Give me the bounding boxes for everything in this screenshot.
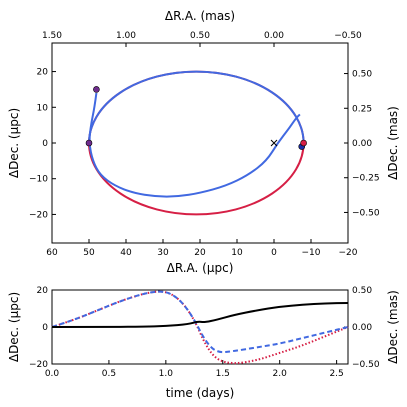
- top-x-tick-label: 0: [271, 248, 277, 258]
- top-y-tick-label: 20: [37, 68, 49, 78]
- top-x-tick-label: −10: [302, 248, 321, 258]
- bottom-curves: [51, 290, 349, 365]
- bottom-x-tick-label: 1.0: [159, 369, 174, 379]
- center-cross-marker: [270, 139, 278, 147]
- top-y2-tick-label: −0.50: [352, 208, 380, 218]
- top-x-tick-label: 50: [83, 248, 95, 258]
- top-x2-tick-label: 0.50: [190, 31, 210, 41]
- bottom-x-tick-label: 0.5: [102, 369, 116, 379]
- top-x-tick-label: 40: [120, 248, 132, 258]
- top-x2-tick-label: 0.00: [264, 31, 284, 41]
- top-x-label: ΔR.A. (μpc): [167, 261, 234, 275]
- top-y2-tick-label: 0.25: [352, 104, 372, 114]
- top-x-tick-label: 30: [157, 248, 169, 258]
- bottom-y-tick-label: 0: [42, 323, 48, 333]
- top-y2-tick-label: 0.00: [352, 139, 372, 149]
- top-y2-tick-label: −0.25: [352, 174, 380, 184]
- top-y-tick-label: 10: [37, 103, 49, 113]
- bottom-x-tick-label: 2.0: [273, 369, 288, 379]
- top-x-tick-label: 60: [46, 248, 58, 258]
- bottom-ticks: 0.0 0.5 1.0 1.5 2.0 2.5 20 0 −20 0.50 0.00 −0.50: [29, 286, 380, 379]
- top-x2-tick-label: 1.50: [42, 31, 62, 41]
- bottom-series-solid: [51, 301, 349, 328]
- top-curves: [88, 70, 305, 216]
- bottom-x-tick-label: 1.5: [216, 369, 230, 379]
- top-y-tick-label: −10: [29, 175, 48, 185]
- top-y2-label: ΔDec. (mas): [386, 106, 400, 180]
- bottom-y-label: ΔDec. (μpc): [7, 292, 21, 362]
- top-y-label: ΔDec. (μpc): [7, 108, 21, 178]
- top-spiral-blue: [88, 92, 301, 198]
- bottom-x-label: time (days): [166, 386, 235, 400]
- top-marker-red: [300, 139, 307, 147]
- bottom-y2-tick-label: −0.50: [352, 360, 380, 370]
- bottom-y2-tick-label: 0.50: [352, 286, 372, 296]
- top-y-tick-label: 0: [42, 139, 48, 149]
- top-markers: [85, 86, 307, 150]
- top-x-tick-label: 20: [194, 248, 206, 258]
- bottom-y2-label: ΔDec. (mas): [386, 290, 400, 364]
- top-x-tick-label: 10: [231, 248, 243, 258]
- top-x-tick-label: −20: [339, 248, 358, 258]
- bottom-y-tick-label: 20: [37, 286, 49, 296]
- bottom-panel: 0.0 0.5 1.0 1.5 2.0 2.5 20 0 −20 0.50 0.00 −0.50 ti…: [7, 286, 400, 400]
- top-y2-tick-label: 0.50: [352, 70, 372, 80]
- top-panel: 60 50 40 30 20 10 0 −10 −20 1.50 1.00 0.50 0.00 −0.50…: [7, 9, 400, 275]
- bottom-y-tick-label: −20: [29, 360, 48, 370]
- top-x2-label: ΔR.A. (mas): [165, 9, 235, 23]
- bottom-x-tick-label: 2.5: [329, 369, 343, 379]
- top-orbit-arc-blue: [88, 70, 305, 144]
- top-x2-tick-label: 1.00: [116, 31, 136, 41]
- bottom-y2-tick-label: 0.00: [352, 323, 372, 333]
- top-ticks: 60 50 40 30 20 10 0 −10 −20 1.50 1.00 0.50 0.00 −0.50…: [29, 31, 380, 258]
- top-x2-tick-label: −0.50: [334, 31, 362, 41]
- top-marker-purple: [93, 86, 100, 93]
- top-y-tick-label: −20: [29, 210, 48, 220]
- bottom-x-tick-label: 0.0: [45, 369, 60, 379]
- top-marker-purple: [85, 139, 93, 147]
